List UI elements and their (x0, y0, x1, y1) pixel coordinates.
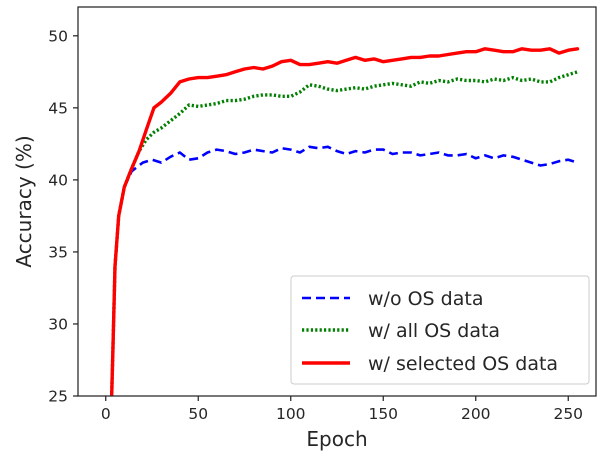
y-tick-label: 50 (48, 27, 68, 45)
legend-box (290, 275, 590, 385)
x-tick-label: 50 (188, 405, 208, 423)
legend: w/o OS data w/ all OS data w/ selected OS … (290, 275, 590, 385)
y-tick-label: 25 (48, 388, 68, 406)
x-tick-label: 250 (553, 405, 583, 423)
x-tick-label: 0 (101, 405, 111, 423)
series-line-2 (109, 70, 579, 396)
y-tick-label: 35 (48, 243, 68, 261)
legend-label-1: w/o OS data (368, 288, 483, 310)
x-tick-label: 200 (461, 405, 491, 423)
x-axis-title: Epoch (306, 427, 367, 451)
legend-label-3: w/ selected OS data (368, 353, 558, 375)
y-tick-label: 45 (48, 99, 68, 117)
plot-frame (77, 6, 597, 397)
y-axis-title: Accuracy (%) (12, 135, 36, 267)
y-tick-label: 30 (48, 315, 68, 333)
series-line-1 (110, 145, 578, 396)
x-tick-label: 100 (276, 405, 306, 423)
ticks-layer: 0 50 100 150 200 250 25 30 35 40 45 50 (48, 27, 583, 423)
series-layer (109, 47, 580, 396)
y-tick-label: 40 (48, 171, 68, 189)
legend-label-2: w/ all OS data (368, 320, 500, 342)
x-tick-label: 150 (368, 405, 398, 423)
series-line-3 (109, 47, 580, 396)
